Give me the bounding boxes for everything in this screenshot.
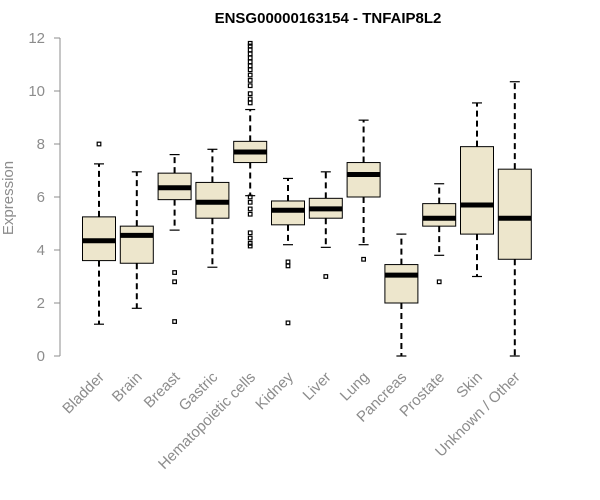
box-breast <box>157 154 192 324</box>
outlier-point <box>172 319 178 324</box>
box-skin <box>460 102 494 278</box>
iqr-box <box>119 225 154 264</box>
outlier-point <box>247 96 253 102</box>
box-lung <box>346 119 381 262</box>
box-pancreas <box>384 233 419 357</box>
chart-title: ENSG00000163154 - TNFAIP8L2 <box>215 10 442 27</box>
y-tick-label: 8 <box>37 136 45 153</box>
outlier-point <box>247 43 253 49</box>
box-prostate <box>422 183 457 285</box>
outlier-point <box>285 320 291 326</box>
outlier-point <box>247 51 253 57</box>
outlier-point <box>247 240 253 246</box>
box-bladder <box>82 141 116 325</box>
outlier-point <box>247 47 253 53</box>
outlier-point <box>247 77 253 83</box>
outlier-point <box>247 59 253 65</box>
box-unknown-other <box>497 81 532 357</box>
outlier-point <box>247 40 253 46</box>
outlier-point <box>247 206 253 212</box>
y-tick-label: 2 <box>37 295 45 312</box>
y-axis-label: Expression <box>0 161 17 235</box>
x-tick-label: Bladder <box>59 369 108 418</box>
outlier-point <box>247 91 253 97</box>
y-axis: 0 2 4 6 8 10 12 <box>28 30 61 365</box>
outlier-point <box>247 83 253 89</box>
iqr-box <box>346 162 381 198</box>
x-tick-label: Kidney <box>252 368 297 413</box>
iqr-box <box>422 203 457 227</box>
iqr-box <box>497 168 532 260</box>
x-tick-label: Skin <box>453 369 486 402</box>
outlier-point <box>323 274 329 279</box>
outlier-point <box>96 141 102 147</box>
outlier-point <box>285 263 291 269</box>
outlier-point <box>172 279 178 285</box>
outlier-point <box>247 235 253 241</box>
outlier-point <box>247 199 253 205</box>
box-series <box>82 40 532 357</box>
x-tick-label: Liver <box>300 369 335 404</box>
box-liver <box>308 171 343 279</box>
y-tick-label: 0 <box>37 348 45 365</box>
box-gastric <box>195 148 230 268</box>
outlier-point <box>247 67 253 73</box>
outlier-point <box>361 256 366 262</box>
outlier-point <box>247 72 253 78</box>
iqr-box <box>460 146 494 235</box>
y-tick-label: 12 <box>28 30 45 47</box>
outlier-point <box>247 230 253 236</box>
outlier-point <box>172 270 178 275</box>
outlier-point <box>247 100 253 106</box>
outlier-point <box>285 259 291 265</box>
y-tick-label: 4 <box>37 242 45 259</box>
box-hematopoietic-cells <box>233 40 268 249</box>
box-kidney <box>271 177 305 326</box>
outlier-point <box>436 279 442 285</box>
outlier-point <box>247 211 253 217</box>
outlier-point <box>247 194 253 200</box>
y-tick-label: 10 <box>28 83 45 100</box>
outlier-point <box>247 243 253 249</box>
iqr-box <box>384 264 419 304</box>
box-brain <box>119 171 154 309</box>
y-tick-label: 6 <box>37 189 45 206</box>
outlier-point <box>247 55 253 61</box>
outlier-point <box>247 63 253 69</box>
iqr-box <box>271 200 305 226</box>
